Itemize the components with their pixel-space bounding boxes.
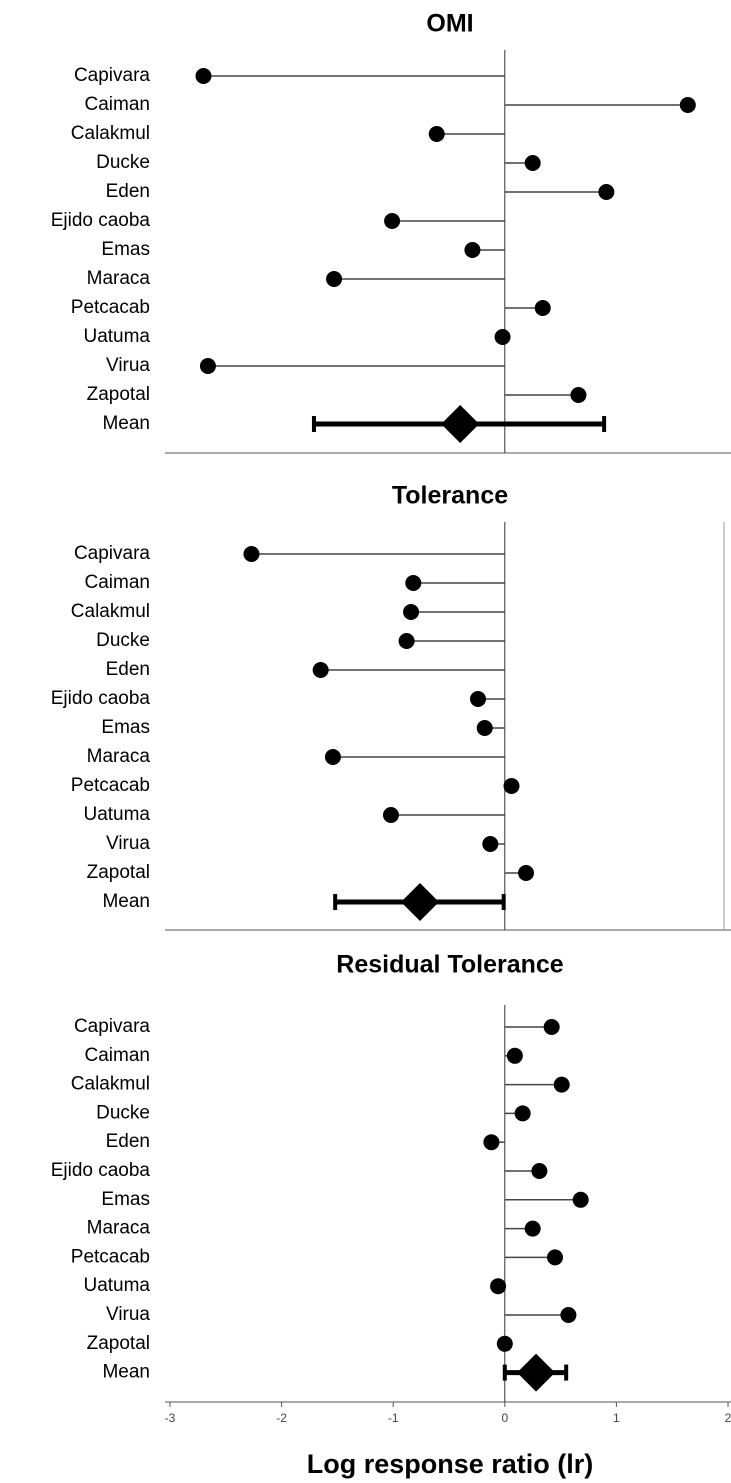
category-label: Eden — [106, 1131, 150, 1152]
category-label: Eden — [106, 181, 150, 202]
category-label: Capivara — [74, 65, 150, 86]
x-axis-label: Log response ratio (lr) — [307, 1449, 594, 1479]
dot — [382, 807, 399, 823]
dot — [324, 749, 341, 765]
category-label: Uatuma — [83, 326, 150, 347]
dot — [405, 575, 422, 591]
dot — [199, 358, 216, 374]
dot — [514, 1105, 531, 1122]
mean-diamond — [400, 883, 439, 921]
dot — [243, 546, 260, 562]
dot — [547, 1249, 564, 1266]
x-tick-label: 2 — [725, 1411, 731, 1425]
dot — [384, 213, 401, 229]
x-tick-label: -3 — [165, 1411, 176, 1425]
dot — [503, 778, 520, 794]
category-label: Maraca — [87, 268, 151, 289]
category-label: Ducke — [96, 1102, 150, 1123]
category-label: Caiman — [85, 572, 150, 593]
mean-label: Mean — [102, 413, 150, 434]
category-label: Caiman — [85, 94, 150, 115]
category-label: Calakmul — [71, 1074, 150, 1095]
category-label: Emas — [101, 717, 150, 738]
category-label: Petcacab — [71, 297, 150, 318]
x-tick-label: -1 — [388, 1411, 399, 1425]
category-label: Emas — [101, 1189, 150, 1210]
category-label: Calakmul — [71, 123, 150, 144]
dot — [470, 691, 487, 707]
dot — [403, 604, 420, 620]
dot — [312, 662, 329, 678]
mean-label: Mean — [102, 891, 150, 912]
mean-diamond — [517, 1353, 556, 1392]
dot — [598, 184, 615, 200]
dot — [543, 1019, 560, 1035]
dot — [476, 720, 493, 736]
dot — [483, 1134, 500, 1151]
dot — [524, 155, 541, 171]
category-label: Maraca — [87, 746, 151, 767]
dot — [496, 1335, 513, 1352]
dot — [679, 97, 696, 113]
category-label: Petcacab — [71, 775, 150, 796]
category-label: Capivara — [74, 543, 150, 564]
category-label: Ejido caoba — [51, 1160, 151, 1181]
dot — [560, 1307, 577, 1323]
category-label: Ejido caoba — [51, 688, 151, 709]
panel-title: OMI — [426, 10, 473, 38]
dot — [518, 865, 535, 881]
category-label: Emas — [101, 239, 150, 260]
category-label: Petcacab — [71, 1246, 150, 1267]
dot — [553, 1076, 570, 1093]
category-label: Zapotal — [87, 384, 150, 405]
category-label: Ducke — [96, 630, 150, 651]
category-label: Ejido caoba — [51, 210, 151, 231]
dot — [572, 1191, 589, 1208]
mean-label: Mean — [102, 1362, 150, 1383]
category-label: Uatuma — [83, 1275, 150, 1296]
dot — [490, 1278, 507, 1295]
dot — [482, 836, 499, 852]
category-label: Maraca — [87, 1218, 151, 1239]
category-label: Ducke — [96, 152, 150, 173]
dot — [534, 300, 551, 316]
dot — [531, 1163, 548, 1179]
x-tick-label: 0 — [501, 1411, 508, 1425]
dot — [464, 242, 481, 258]
dot — [506, 1047, 523, 1064]
category-label: Virua — [106, 1304, 150, 1325]
category-label: Uatuma — [83, 804, 150, 825]
category-label: Eden — [106, 659, 150, 680]
category-label: Calakmul — [71, 601, 150, 622]
category-label: Virua — [106, 355, 150, 376]
dot — [494, 329, 511, 345]
category-label: Virua — [106, 833, 150, 854]
dot — [195, 68, 212, 84]
dot — [326, 271, 343, 287]
panel-title: Residual Tolerance — [336, 951, 563, 979]
dot — [398, 633, 415, 649]
dot — [570, 387, 587, 403]
category-label: Zapotal — [87, 862, 150, 883]
dot — [524, 1220, 541, 1237]
category-label: Zapotal — [87, 1333, 150, 1354]
category-label: Caiman — [85, 1045, 150, 1066]
category-label: Capivara — [74, 1016, 150, 1037]
dot — [428, 126, 445, 142]
x-tick-label: 1 — [613, 1411, 620, 1425]
panel-title: Tolerance — [392, 482, 508, 510]
x-tick-label: -2 — [276, 1411, 287, 1425]
mean-diamond — [441, 405, 480, 443]
